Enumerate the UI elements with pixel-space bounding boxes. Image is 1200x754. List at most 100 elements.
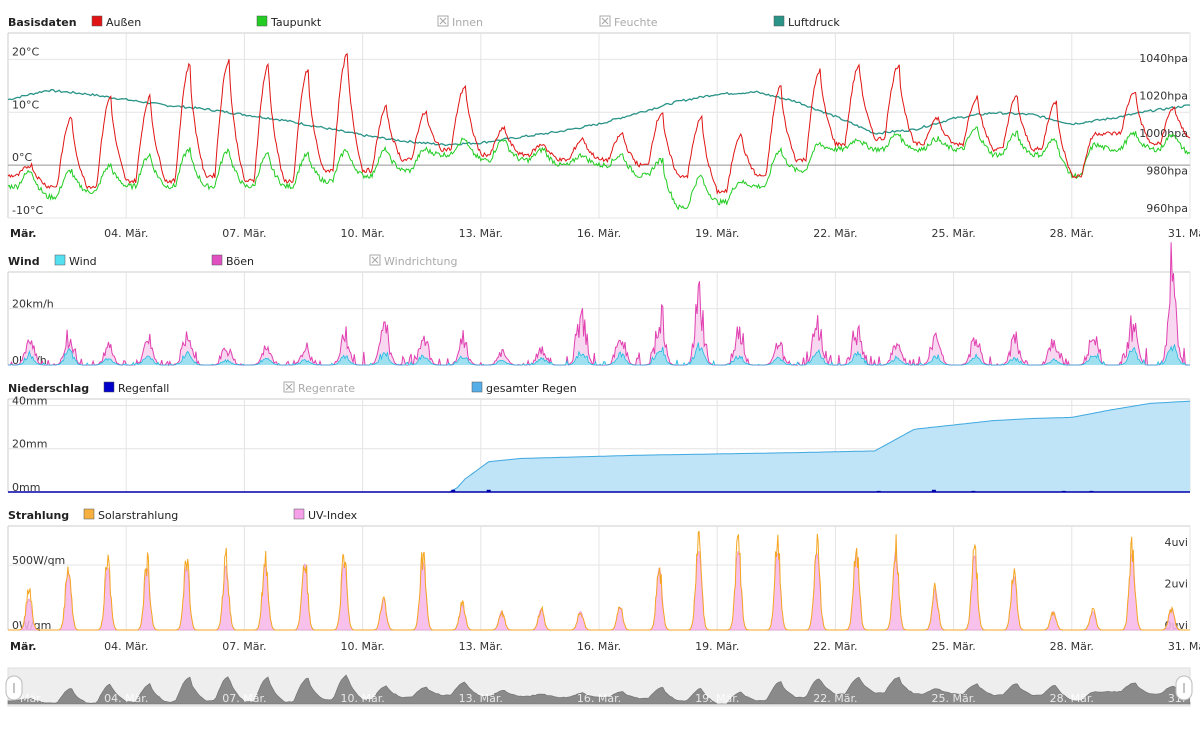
x-axis-tick-label: 25. Mär. [931, 640, 975, 653]
x-axis-tick-label: 19. Mär. [695, 640, 739, 653]
y-axis-right-tick-label: 4uvi [1164, 536, 1188, 549]
legend-item[interactable]: Luftdruck [773, 15, 840, 29]
legend-item[interactable]: Taupunkt [256, 15, 322, 29]
navigator-tick-label: 19. Mär. [695, 692, 739, 705]
x-axis-tick-label: 04. Mär. [104, 227, 148, 240]
x-axis-tick-label: Mär. [10, 227, 36, 240]
legend-item[interactable]: Regenfall [103, 381, 169, 395]
legend-label: Luftdruck [788, 16, 840, 29]
x-axis-tick-label: 10. Mär. [340, 640, 384, 653]
x-axis-tick-label: 13. Mär. [459, 227, 503, 240]
legend-disabled-x-icon [601, 17, 609, 25]
navigator-tick-label: 07. Mär. [222, 692, 266, 705]
area-gesamter-regen [8, 401, 1190, 492]
legend-item[interactable]: Böen [211, 254, 254, 268]
legend-swatch [256, 15, 268, 27]
legend-swatch [773, 15, 785, 27]
legend-swatch [471, 381, 483, 393]
legend-label: Windrichtung [384, 255, 457, 268]
y-axis-tick-label: 20°C [12, 45, 39, 58]
legend-label: Regenfall [118, 382, 169, 395]
legend-rain: Niederschlag Regenfall Regenrate gesamter R… [8, 381, 577, 395]
legend-item[interactable]: Regenrate [283, 381, 355, 395]
legend-swatch [103, 381, 115, 393]
x-axis-tick-label: Mär. [10, 640, 36, 653]
legend-item[interactable]: Außen [91, 15, 141, 29]
y-axis-tick-label: 0mm [12, 481, 40, 494]
legend-solar: Strahlung Solarstrahlung UV-Index [8, 508, 358, 522]
y-axis-tick-label: 20mm [12, 438, 47, 451]
legend-label: Außen [106, 16, 141, 29]
navigator-tick-label: 13. Mär. [459, 692, 503, 705]
legend-label: Solarstrahlung [98, 509, 178, 522]
legend-label: Wind [69, 255, 97, 268]
legend-item[interactable]: UV-Index [293, 508, 358, 522]
x-axis-tick-label: 10. Mär. [340, 227, 384, 240]
legend-item[interactable]: gesamter Regen [471, 381, 577, 395]
panel-title: Strahlung [8, 509, 69, 522]
panel-title: Niederschlag [8, 382, 89, 395]
x-axis-tick-label: 07. Mär. [222, 640, 266, 653]
navigator-tick-label: 16. Mär. [577, 692, 621, 705]
basis-grid [7, 32, 1191, 219]
x-axis-tick-label: 31. Mär. [1168, 227, 1200, 240]
series-wind [8, 342, 1190, 366]
navigator-tick-label: 25. Mär. [931, 692, 975, 705]
regenfall-bar [971, 490, 976, 492]
y-axis-tick-label: 0°C [12, 151, 32, 164]
x-axis-tick-label: 19. Mär. [695, 227, 739, 240]
series-taupunkt [7, 126, 1191, 211]
legend-wind: Wind Wind Böen Windrichtung [8, 254, 457, 268]
y-axis-tick-label: -10°C [12, 204, 43, 217]
legend-label: gesamter Regen [486, 382, 577, 395]
legend-label: Regenrate [298, 382, 355, 395]
legend-swatch [54, 254, 66, 266]
regenfall-bar [486, 489, 491, 492]
x-axis-tick-label: 22. Mär. [813, 227, 857, 240]
legend-swatch [293, 508, 305, 520]
series-solarstrahlung [8, 530, 1190, 631]
navigator-tick-label: Mär. [20, 692, 43, 705]
legend-swatch [83, 508, 95, 520]
regenfall-bar [1089, 490, 1094, 492]
range-navigator[interactable]: Mär. 04. Mär. 07. Mär. 10. Mär. 13. Mär. 16. … [5, 667, 1200, 707]
x-axis-tick-label: 07. Mär. [222, 227, 266, 240]
series-luftdruck [7, 88, 1191, 147]
y-axis-right-tick-label: 1020hpa [1139, 90, 1188, 103]
navigator-series [7, 674, 1191, 705]
x-axis-tick-label: 28. Mär. [1050, 640, 1094, 653]
x-axis: Mär. 04. Mär. 07. Mär. 10. Mär. 13. Mär. 16. … [10, 227, 1200, 240]
legend-disabled-x-icon [285, 383, 293, 391]
legend-item[interactable]: Wind [54, 254, 97, 268]
y-axis-tick-label: 40mm [12, 395, 47, 408]
x-axis: Mär. 04. Mär. 07. Mär. 10. Mär. 13. Mär. 16. … [10, 640, 1200, 653]
y-axis-right-tick-label: 960hpa [1146, 202, 1188, 215]
legend-item[interactable]: Solarstrahlung [83, 508, 178, 522]
legend-label: UV-Index [308, 509, 358, 522]
x-axis-tick-label: 25. Mär. [931, 227, 975, 240]
y-axis-right-tick-label: 1040hpa [1139, 52, 1188, 65]
y-axis-right-tick-label: 980hpa [1146, 165, 1188, 178]
legend-swatch [91, 15, 103, 27]
x-axis-tick-label: 13. Mär. [459, 640, 503, 653]
legend-item[interactable]: Feuchte [599, 15, 658, 29]
x-axis-tick-label: 16. Mär. [577, 227, 621, 240]
x-axis-tick-label: 28. Mär. [1050, 227, 1094, 240]
x-axis-tick-label: 04. Mär. [104, 640, 148, 653]
y-axis-tick-label: 20km/h [12, 298, 54, 311]
legend-label: Feuchte [614, 16, 658, 29]
wind-grid [7, 271, 1191, 365]
navigator-tick-label: 04. Mär. [104, 692, 148, 705]
legend-item[interactable]: Innen [437, 15, 483, 29]
series-aussen [7, 53, 1191, 195]
navigator-tick-label: 22. Mär. [813, 692, 857, 705]
panel-title: Wind [8, 255, 40, 268]
legend-label: Innen [452, 16, 483, 29]
regenfall-bar [931, 489, 936, 492]
legend-label: Taupunkt [270, 16, 322, 29]
legend-item[interactable]: Windrichtung [369, 254, 457, 268]
x-axis-tick-label: 31. Mär. [1168, 640, 1200, 653]
legend-disabled-x-icon [371, 256, 379, 264]
